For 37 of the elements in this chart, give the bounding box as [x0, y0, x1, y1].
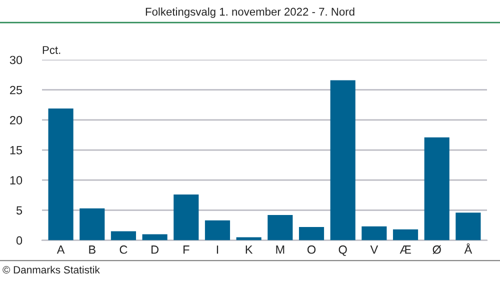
y-tick-label: 10: [10, 176, 22, 184]
y-tick-label: 30: [10, 56, 22, 64]
bar: [298, 227, 324, 240]
chart-title: Folketingsvalg 1. november 2022 - 7. Nord: [146, 8, 354, 18]
x-tick-label: D: [152, 246, 159, 254]
x-tick-label: Q: [338, 245, 347, 256]
bar: [456, 212, 481, 240]
bar: [268, 214, 293, 240]
x-tick-label: C: [120, 245, 128, 254]
y-tick-label: 0: [16, 236, 22, 245]
x-tick-label: Æ: [400, 246, 411, 254]
bar: [392, 229, 418, 240]
y-tick-label: 5: [16, 206, 22, 215]
y-tick-label: 25: [10, 86, 22, 94]
x-tick-label: O: [307, 245, 316, 254]
bar: [362, 226, 387, 240]
x-tick-label: V: [370, 246, 378, 254]
bar: [204, 220, 230, 240]
x-tick-label: A: [56, 246, 65, 254]
x-tick-label: F: [184, 246, 190, 254]
bar: [48, 108, 74, 240]
y-axis-title: Pct.: [42, 46, 60, 54]
bar: [330, 80, 356, 240]
bar: [142, 234, 168, 240]
bar: [80, 208, 105, 240]
bar: [110, 231, 136, 240]
y-tick-label: 15: [10, 146, 22, 154]
x-tick-label: Å: [464, 243, 472, 254]
x-tick-label: M: [276, 246, 284, 254]
bar: [424, 137, 450, 240]
x-tick-label: Ø: [432, 245, 442, 254]
bar: [174, 194, 199, 240]
x-tick-label: I: [216, 246, 218, 254]
x-tick-label: B: [89, 246, 96, 254]
y-tick-label: 20: [10, 116, 22, 124]
x-tick-label: K: [246, 246, 253, 254]
text: © Danmarks Statistik: [2, 266, 100, 274]
